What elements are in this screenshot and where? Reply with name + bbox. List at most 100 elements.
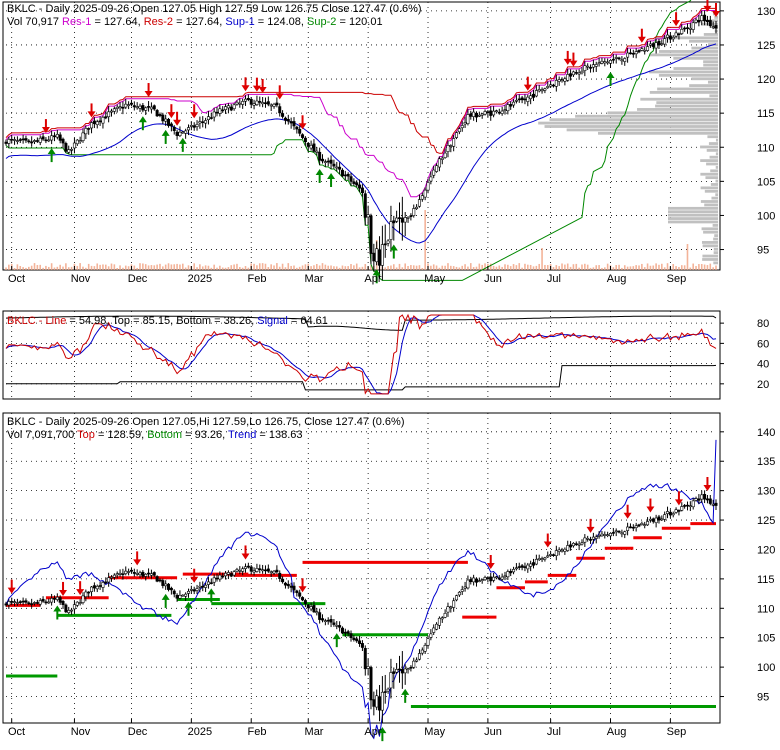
candle-body-113 (326, 160, 330, 163)
volume-bar-197 (566, 263, 569, 270)
volume-bar-41 (122, 267, 124, 270)
volume-bar-240 (689, 267, 692, 270)
volume-bar-55 (162, 266, 164, 270)
candle-body-223 (640, 48, 644, 51)
candle-body-84 (244, 98, 248, 102)
candle-body-147 (423, 189, 427, 198)
volume-bar-141 (407, 265, 409, 270)
candle-body-17 (52, 598, 56, 600)
candle-body-169 (486, 577, 490, 579)
candle-body-202 (580, 70, 584, 74)
volume-bar-112 (324, 264, 327, 270)
profile-bar (707, 135, 718, 139)
volume-bar-95 (276, 263, 278, 270)
candle-body-128 (369, 667, 373, 701)
candle-body-244 (700, 494, 704, 500)
candle-body-165 (474, 578, 478, 583)
volume-bar-243 (698, 264, 700, 270)
candle-body-31 (92, 585, 96, 589)
volume-bar-117 (338, 267, 341, 270)
volume-bar-218 (626, 266, 629, 270)
profile-bar (704, 203, 718, 207)
volume-bar-57 (167, 263, 170, 270)
volume-bar-241 (692, 263, 694, 270)
candle-body-63 (184, 593, 188, 597)
arrow-up-6-head (372, 269, 381, 276)
candle-body-1 (7, 601, 11, 606)
candle-body-153 (440, 157, 444, 160)
candle-body-146 (420, 195, 424, 200)
volume-bar-48 (142, 263, 144, 270)
trend-tick-label-100: 100 (757, 662, 775, 674)
volume-bar-93 (270, 264, 272, 270)
candle-body-94 (272, 570, 276, 574)
volume-bar-60 (176, 263, 178, 270)
candle-body-85 (246, 98, 250, 100)
volume-bar-63 (184, 267, 187, 270)
candle-body-221 (634, 525, 638, 528)
candle-body-168 (483, 577, 487, 581)
trend-x-label-10: Aug (607, 726, 627, 738)
candle-body-61 (178, 594, 182, 599)
volume-bar-217 (623, 265, 626, 270)
candle-body-37 (110, 576, 114, 579)
candle-body-185 (532, 562, 536, 566)
candle-body-11 (35, 602, 39, 604)
candle-body-204 (586, 538, 590, 540)
candle-body-200 (574, 543, 578, 545)
arrow-down-8-head (258, 87, 267, 94)
trend-arrow-down-6-head (298, 586, 307, 593)
candle-body-26 (78, 140, 82, 143)
candle-body-62 (181, 594, 185, 597)
arrow-up-2-head (161, 129, 170, 136)
volume-bar-232 (666, 263, 669, 270)
volume-bar-180 (518, 263, 521, 270)
candle-body-34 (101, 116, 105, 124)
profile-bar (704, 189, 718, 193)
candle-body-12 (38, 137, 42, 143)
volume-bar-196 (564, 264, 566, 270)
trend-tick-label-140: 140 (757, 427, 775, 439)
candle-body-0 (4, 603, 8, 606)
volume-bar-119 (344, 266, 347, 270)
volume-bar-6 (22, 267, 24, 270)
volume-bar-164 (472, 266, 475, 270)
candle-body-59 (172, 126, 176, 131)
candle-body-16 (50, 135, 54, 141)
volume-bar-68 (199, 264, 201, 270)
volume-bar-100 (290, 265, 292, 270)
sup1-line (5, 43, 717, 244)
candle-body-66 (192, 125, 196, 128)
candle-body-138 (397, 668, 401, 671)
candle-body-159 (457, 128, 461, 133)
profile-bar (637, 108, 718, 111)
volume-bar-87 (253, 263, 255, 270)
trend-x-label-9: Jul (547, 726, 561, 738)
volume-bar-91 (264, 263, 267, 270)
candle-body-107 (309, 606, 313, 610)
candle-body-143 (412, 208, 416, 216)
arrow-up-3-head (178, 137, 187, 144)
candle-body-243 (697, 498, 701, 501)
candle-body-217 (623, 58, 627, 62)
volume-bar-156 (450, 265, 452, 270)
volume-bar-236 (678, 266, 680, 270)
volume-bar-115 (333, 266, 335, 270)
candle-body-110 (318, 612, 322, 620)
candle-body-188 (540, 558, 544, 561)
volume-bar-69 (201, 266, 204, 270)
osc-tick-label-80: 80 (757, 318, 769, 330)
candle-body-68 (198, 585, 202, 588)
candle-body-78 (226, 572, 230, 575)
candle-body-157 (452, 138, 456, 147)
candle-body-199 (571, 542, 575, 547)
volume-bar-19 (59, 264, 61, 270)
candle-body-175 (503, 575, 507, 578)
candle-body-116 (335, 625, 339, 627)
volume-bar-99 (287, 263, 290, 270)
support-resistance-lines (5, 0, 717, 281)
volume-bar-200 (575, 263, 578, 270)
candle-body-234 (671, 37, 675, 40)
candle-body-187 (537, 89, 541, 92)
trend-tick-label-130: 130 (757, 486, 775, 498)
